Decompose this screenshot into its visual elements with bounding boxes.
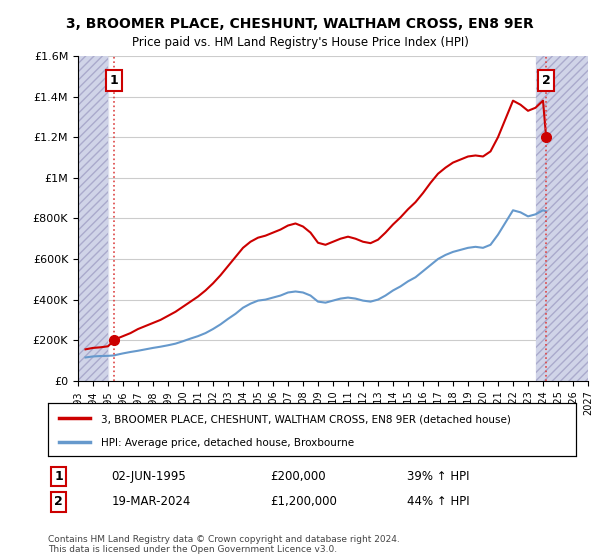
Text: 44% ↑ HPI: 44% ↑ HPI bbox=[407, 496, 470, 508]
Bar bbox=[78, 56, 108, 381]
Text: 1: 1 bbox=[54, 470, 63, 483]
Text: 2: 2 bbox=[542, 74, 551, 87]
Bar bbox=[536, 56, 588, 381]
Text: £200,000: £200,000 bbox=[270, 470, 325, 483]
Bar bbox=[78, 56, 108, 381]
Text: Contains HM Land Registry data © Crown copyright and database right 2024.
This d: Contains HM Land Registry data © Crown c… bbox=[48, 535, 400, 554]
Text: 02-JUN-1995: 02-JUN-1995 bbox=[112, 470, 186, 483]
Text: 1: 1 bbox=[110, 74, 119, 87]
Text: 39% ↑ HPI: 39% ↑ HPI bbox=[407, 470, 470, 483]
Text: 19-MAR-2024: 19-MAR-2024 bbox=[112, 496, 191, 508]
Text: 3, BROOMER PLACE, CHESHUNT, WALTHAM CROSS, EN8 9ER: 3, BROOMER PLACE, CHESHUNT, WALTHAM CROS… bbox=[66, 17, 534, 31]
Text: £1,200,000: £1,200,000 bbox=[270, 496, 337, 508]
Text: 3, BROOMER PLACE, CHESHUNT, WALTHAM CROSS, EN8 9ER (detached house): 3, BROOMER PLACE, CHESHUNT, WALTHAM CROS… bbox=[101, 414, 511, 424]
Text: HPI: Average price, detached house, Broxbourne: HPI: Average price, detached house, Brox… bbox=[101, 437, 354, 447]
Bar bbox=[536, 56, 588, 381]
Text: Price paid vs. HM Land Registry's House Price Index (HPI): Price paid vs. HM Land Registry's House … bbox=[131, 36, 469, 49]
Text: 2: 2 bbox=[54, 496, 63, 508]
